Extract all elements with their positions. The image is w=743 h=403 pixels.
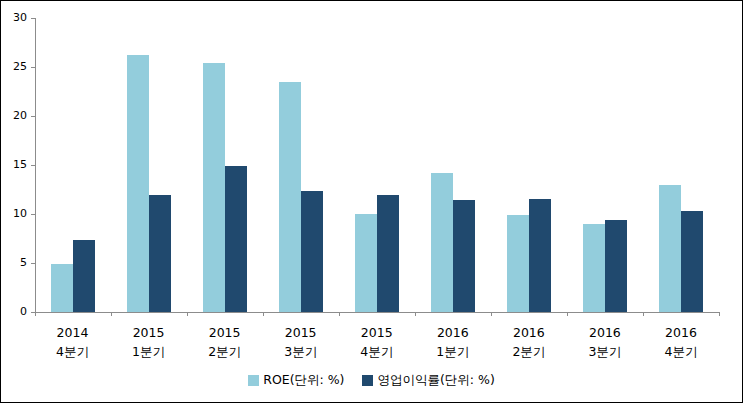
bar-roe-8 xyxy=(659,185,681,312)
x-tick xyxy=(263,312,264,316)
x-tick xyxy=(339,312,340,316)
bar-opm-0 xyxy=(73,240,95,312)
x-axis-label-8: 20164분기 xyxy=(643,323,719,361)
x-axis-label-1: 20151분기 xyxy=(111,323,187,361)
x-axis-label-line: 2016 xyxy=(415,323,491,342)
x-tick xyxy=(35,312,36,316)
bar-roe-0 xyxy=(51,264,73,312)
y-axis-line xyxy=(35,18,36,312)
legend-swatch-opm-icon xyxy=(362,375,373,386)
bar-roe-7 xyxy=(583,224,605,312)
bar-roe-6 xyxy=(507,215,529,312)
legend-swatch-roe-icon xyxy=(248,375,259,386)
x-axis-label-line: 2015 xyxy=(339,323,415,342)
x-axis-label-line: 2분기 xyxy=(187,342,263,361)
legend-label-opm: 영업이익률(단위: %) xyxy=(377,372,494,389)
x-axis-label-line: 4분기 xyxy=(339,342,415,361)
legend-label-roe: ROE(단위: %) xyxy=(263,372,344,389)
x-tick xyxy=(187,312,188,316)
bar-roe-4 xyxy=(355,214,377,312)
x-axis-label-5: 20161분기 xyxy=(415,323,491,361)
x-tick xyxy=(643,312,644,316)
y-tick-label: 25 xyxy=(1,60,27,73)
legend-item-roe: ROE(단위: %) xyxy=(248,372,344,389)
x-axis-label-2: 20152분기 xyxy=(187,323,263,361)
y-tick xyxy=(31,165,35,166)
x-axis-label-line: 2분기 xyxy=(491,342,567,361)
y-tick-label: 10 xyxy=(1,207,27,220)
bar-roe-5 xyxy=(431,173,453,312)
x-axis-label-line: 2014 xyxy=(35,323,111,342)
bar-opm-2 xyxy=(225,166,247,312)
x-axis-label-line: 4분기 xyxy=(643,342,719,361)
x-axis-label-line: 2015 xyxy=(187,323,263,342)
y-tick xyxy=(31,116,35,117)
y-tick xyxy=(31,18,35,19)
y-tick-label: 5 xyxy=(1,256,27,269)
x-axis-label-line: 1분기 xyxy=(415,342,491,361)
x-axis-label-6: 20162분기 xyxy=(491,323,567,361)
y-tick-label: 0 xyxy=(1,305,27,318)
bar-opm-1 xyxy=(149,195,171,312)
bar-roe-3 xyxy=(279,82,301,312)
x-axis-label-line: 2015 xyxy=(263,323,339,342)
x-axis-label-line: 4분기 xyxy=(35,342,111,361)
y-tick xyxy=(31,67,35,68)
bar-opm-6 xyxy=(529,199,551,312)
bar-opm-7 xyxy=(605,220,627,312)
x-tick xyxy=(491,312,492,316)
y-tick-label: 30 xyxy=(1,11,27,24)
x-axis-label-line: 2016 xyxy=(491,323,567,342)
y-tick-label: 20 xyxy=(1,109,27,122)
x-tick xyxy=(719,312,720,316)
bar-roe-1 xyxy=(127,55,149,312)
x-axis-label-line: 3분기 xyxy=(263,342,339,361)
legend: ROE(단위: %) 영업이익률(단위: %) xyxy=(1,372,742,389)
x-tick xyxy=(415,312,416,316)
x-axis-line xyxy=(35,312,721,313)
x-axis-label-0: 20144분기 xyxy=(35,323,111,361)
legend-item-opm: 영업이익률(단위: %) xyxy=(362,372,494,389)
x-axis-label-7: 20163분기 xyxy=(567,323,643,361)
x-axis-label-line: 2015 xyxy=(111,323,187,342)
y-tick xyxy=(31,214,35,215)
x-axis-label-line: 2016 xyxy=(643,323,719,342)
bar-opm-8 xyxy=(681,211,703,312)
bar-opm-4 xyxy=(377,195,399,312)
y-tick xyxy=(31,263,35,264)
x-axis-label-line: 3분기 xyxy=(567,342,643,361)
x-tick xyxy=(567,312,568,316)
bar-opm-3 xyxy=(301,191,323,312)
chart-frame: 05101520253020144분기20151분기20152분기20153분기… xyxy=(0,0,743,403)
x-axis-label-line: 1분기 xyxy=(111,342,187,361)
y-tick-label: 15 xyxy=(1,158,27,171)
bar-roe-2 xyxy=(203,63,225,312)
bar-opm-5 xyxy=(453,200,475,312)
x-axis-label-4: 20154분기 xyxy=(339,323,415,361)
x-axis-label-line: 2016 xyxy=(567,323,643,342)
x-axis-label-3: 20153분기 xyxy=(263,323,339,361)
x-tick xyxy=(111,312,112,316)
